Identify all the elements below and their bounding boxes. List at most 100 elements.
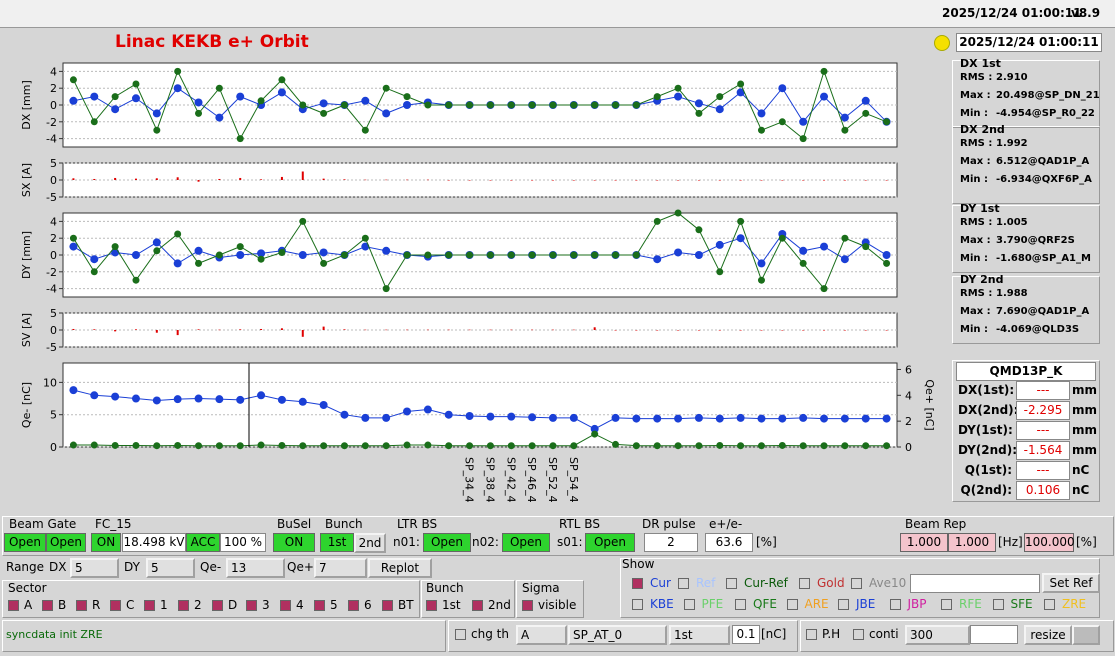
checkbox[interactable] [8,600,19,611]
bar [510,329,513,331]
point [799,259,807,267]
ltr-n02[interactable]: Open [502,533,550,552]
bar [239,177,242,180]
point [632,442,640,450]
checkbox[interactable] [853,629,864,640]
ph-input[interactable] [970,625,1018,644]
checkbox[interactable] [941,599,952,610]
set-ref-button[interactable]: Set Ref [1042,573,1100,593]
bunch-group [421,580,515,618]
point [236,92,245,101]
checkbox[interactable] [632,578,643,589]
point [361,234,369,242]
ph-select[interactable]: 300 [905,625,970,645]
point [716,441,724,449]
fc-on[interactable]: ON [91,533,121,552]
point [152,396,161,405]
checkbox[interactable] [522,600,533,611]
checkbox[interactable] [110,600,121,611]
checkbox[interactable] [455,629,466,640]
point [591,251,599,259]
range-dx[interactable]: 5 [70,558,119,578]
ph-group [800,620,1114,652]
point [757,414,766,423]
beam-gate-a[interactable]: Open [4,533,46,552]
replot-button[interactable]: Replot [368,558,432,578]
point [382,109,391,118]
y-tick-label: 5 [50,409,57,422]
checkbox[interactable] [799,578,810,589]
point [862,109,870,117]
camera-button[interactable] [1072,625,1100,645]
ref-input[interactable] [910,574,1040,593]
point [694,99,703,108]
bar [93,329,96,330]
bar [531,329,534,331]
checkbox[interactable] [889,599,901,610]
bar [656,330,659,331]
bunch-label: 1st [442,598,461,612]
chg-select-a[interactable]: A [516,625,567,645]
checkbox[interactable] [144,600,155,611]
checkbox[interactable] [632,599,643,610]
point [736,413,745,422]
stats-value: 7.690@QAD1P_A [996,306,1090,317]
bar [364,329,367,331]
checkbox[interactable] [678,578,689,589]
checkbox[interactable] [683,599,695,610]
checkbox[interactable] [178,600,189,611]
checkbox[interactable] [786,599,798,610]
checkbox[interactable] [806,629,817,640]
checkbox[interactable] [314,600,325,611]
point [799,413,808,422]
checkbox[interactable] [838,599,849,610]
monitor-value: -2.295 [1016,401,1070,420]
point [549,251,557,259]
checkbox[interactable] [280,600,291,611]
bunch-a[interactable]: 1st [320,533,354,552]
bar [781,330,784,331]
stats-title: DX 1st [960,57,1001,70]
checkbox[interactable] [348,600,359,611]
resize-button[interactable]: resize [1024,625,1072,645]
point [632,101,640,109]
point [320,442,328,450]
bar [781,180,784,181]
range-dy[interactable]: 5 [146,558,195,578]
checkbox[interactable] [426,600,437,611]
point [466,101,474,109]
checkbox[interactable] [212,600,223,611]
bar [426,179,429,181]
point [195,259,203,267]
beam-gate-b[interactable]: Open [46,533,86,552]
checkbox[interactable] [726,578,737,589]
point [737,217,745,225]
checkbox[interactable] [42,600,53,611]
label: Qe+ [287,560,314,574]
checkbox[interactable] [1044,599,1055,610]
bunch-b[interactable]: 2nd [354,533,386,553]
checkbox[interactable] [735,599,746,610]
range-qp[interactable]: 7 [314,558,367,578]
chg-select-b[interactable]: SP_AT_0 [568,625,667,645]
chg-select-c[interactable]: 1st [669,625,730,645]
point [153,442,161,450]
ltr-n01[interactable]: Open [423,533,471,552]
checkbox[interactable] [246,600,257,611]
chg-value[interactable]: 0.1 [732,625,760,644]
range-qe[interactable]: 13 [226,558,285,578]
y-tick-label: 0 [50,174,57,187]
point [111,93,119,101]
monitor-label: DY(1st): [958,423,1013,437]
point [111,105,120,114]
checkbox[interactable] [382,600,393,611]
checkbox[interactable] [472,600,483,611]
busel-on[interactable]: ON [273,533,315,552]
checkbox[interactable] [76,600,87,611]
fc-acc[interactable]: ACC [186,533,220,552]
stats-label: Max : [960,306,991,317]
rtl-s01[interactable]: Open [585,533,635,552]
checkbox[interactable] [992,599,1004,610]
checkbox[interactable] [851,578,862,589]
point [257,441,265,449]
